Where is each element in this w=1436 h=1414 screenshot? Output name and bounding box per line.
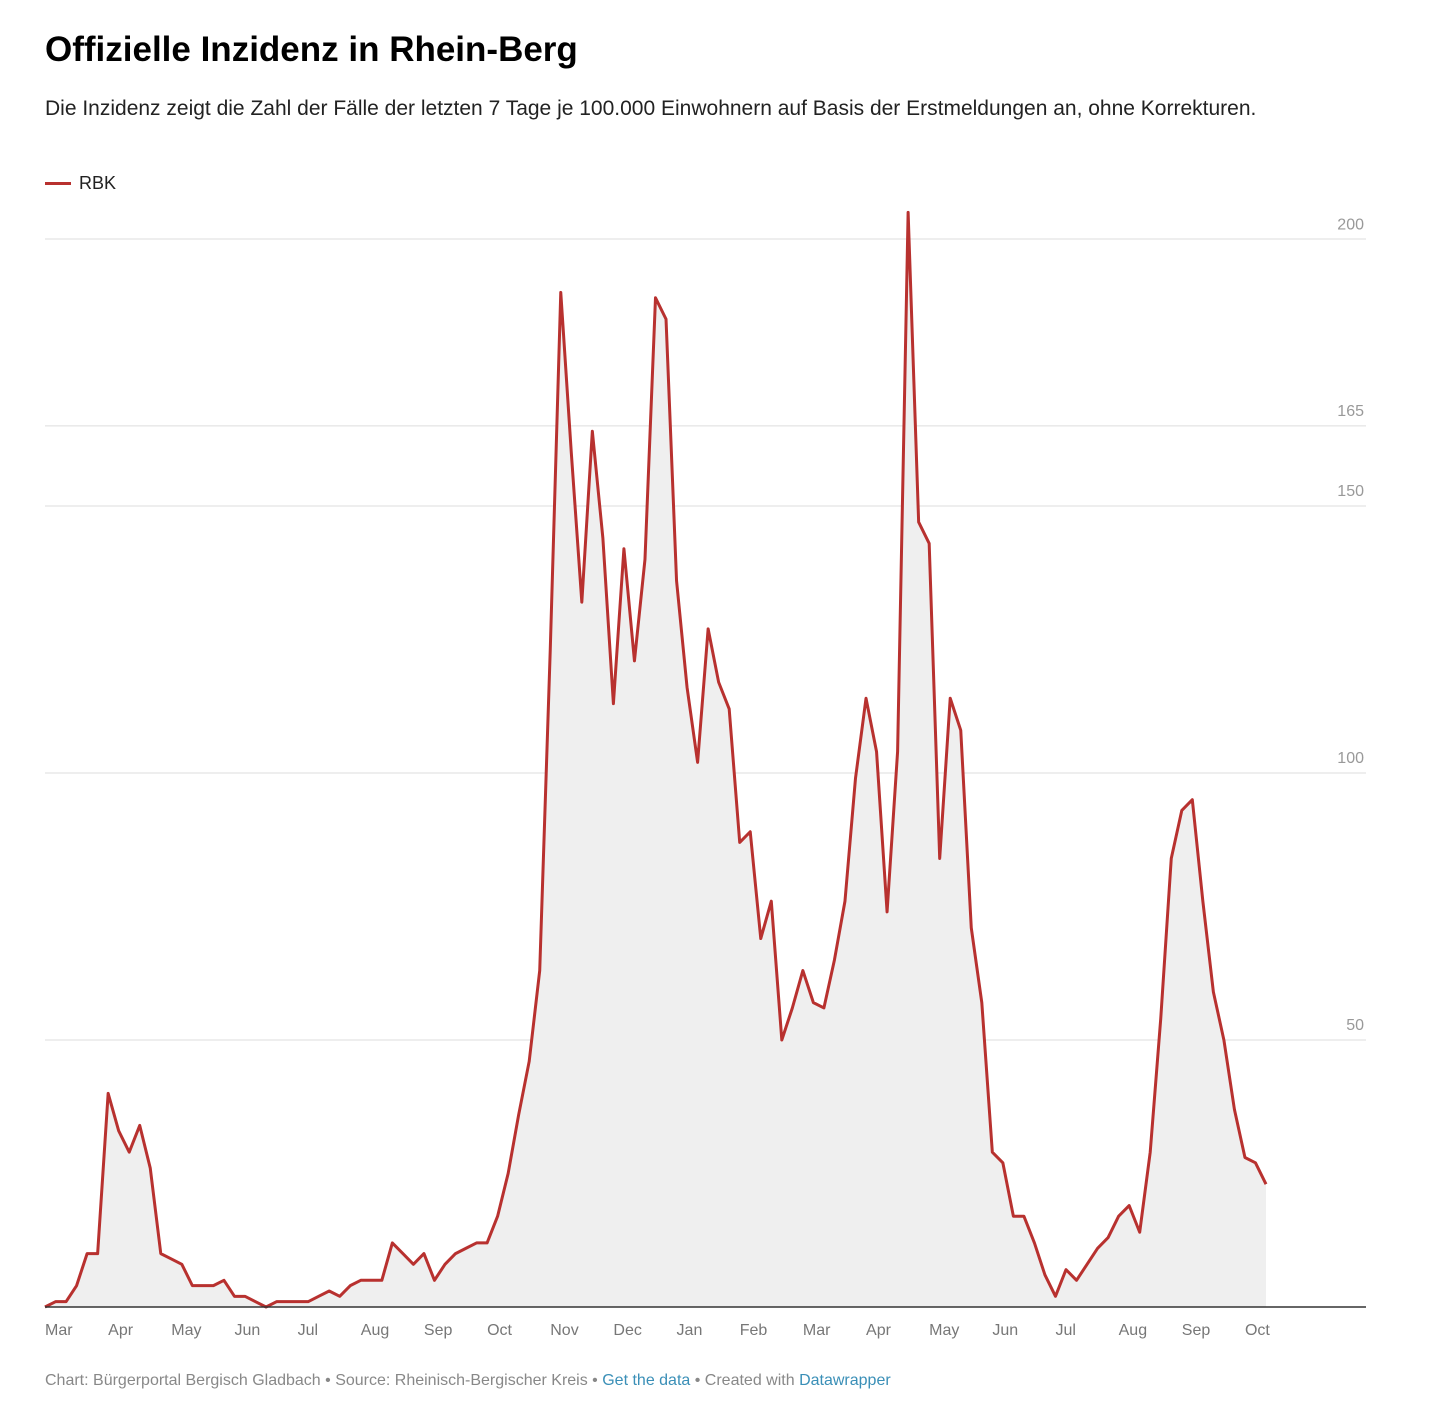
x-tick-label: Aug [1119, 1322, 1147, 1339]
legend: RBK [45, 173, 116, 194]
x-tick-label: Oct [1245, 1322, 1270, 1339]
x-tick-label: Sep [1182, 1322, 1211, 1339]
x-tick-label: Jul [1055, 1322, 1075, 1339]
line [44, 210, 1268, 1309]
data-link[interactable]: Get the data [602, 1372, 691, 1389]
x-tick-label: Jul [298, 1322, 318, 1339]
x-tick-label: Apr [108, 1322, 134, 1339]
credit-link[interactable]: Datawrapper [799, 1372, 891, 1389]
y-tick-label: 150 [1337, 483, 1364, 500]
legend-label: RBK [79, 173, 117, 193]
x-tick-label: Sep [424, 1322, 453, 1339]
x-tick-label: Jan [677, 1322, 703, 1339]
footer: Chart: Bürgerportal Bergisch Gladbach • … [45, 1372, 891, 1390]
chart-subtitle: Die Inzidenz zeigt die Zahl der Fälle de… [45, 97, 1257, 120]
y-tick-label: 165 [1337, 403, 1364, 420]
x-tick-label: Dec [613, 1322, 641, 1339]
chart-title: Offizielle Inzidenz in Rhein-Berg [45, 30, 578, 69]
x-tick-label: Mar [803, 1322, 831, 1339]
x-tick-label: May [929, 1322, 959, 1339]
x-tick-label: Aug [361, 1322, 389, 1339]
legend-swatch [45, 182, 71, 185]
x-tick-label: Nov [550, 1322, 578, 1339]
x-tick-label: Apr [866, 1322, 892, 1339]
y-tick-label: 50 [1346, 1017, 1364, 1034]
area [45, 212, 1266, 1307]
x-tick-label: Feb [740, 1322, 768, 1339]
y-tick-label: 100 [1337, 750, 1364, 767]
x-tick-label: Mar [45, 1322, 73, 1339]
footer-text: Chart: Bürgerportal Bergisch Gladbach • … [45, 1372, 603, 1389]
x-tick-label: Oct [487, 1322, 512, 1339]
y-tick-label: 200 [1337, 216, 1364, 233]
footer-text: • Created with [690, 1372, 800, 1389]
x-tick-label: May [171, 1322, 201, 1339]
x-tick-label: Jun [234, 1322, 260, 1339]
x-tick-label: Jun [992, 1322, 1018, 1339]
